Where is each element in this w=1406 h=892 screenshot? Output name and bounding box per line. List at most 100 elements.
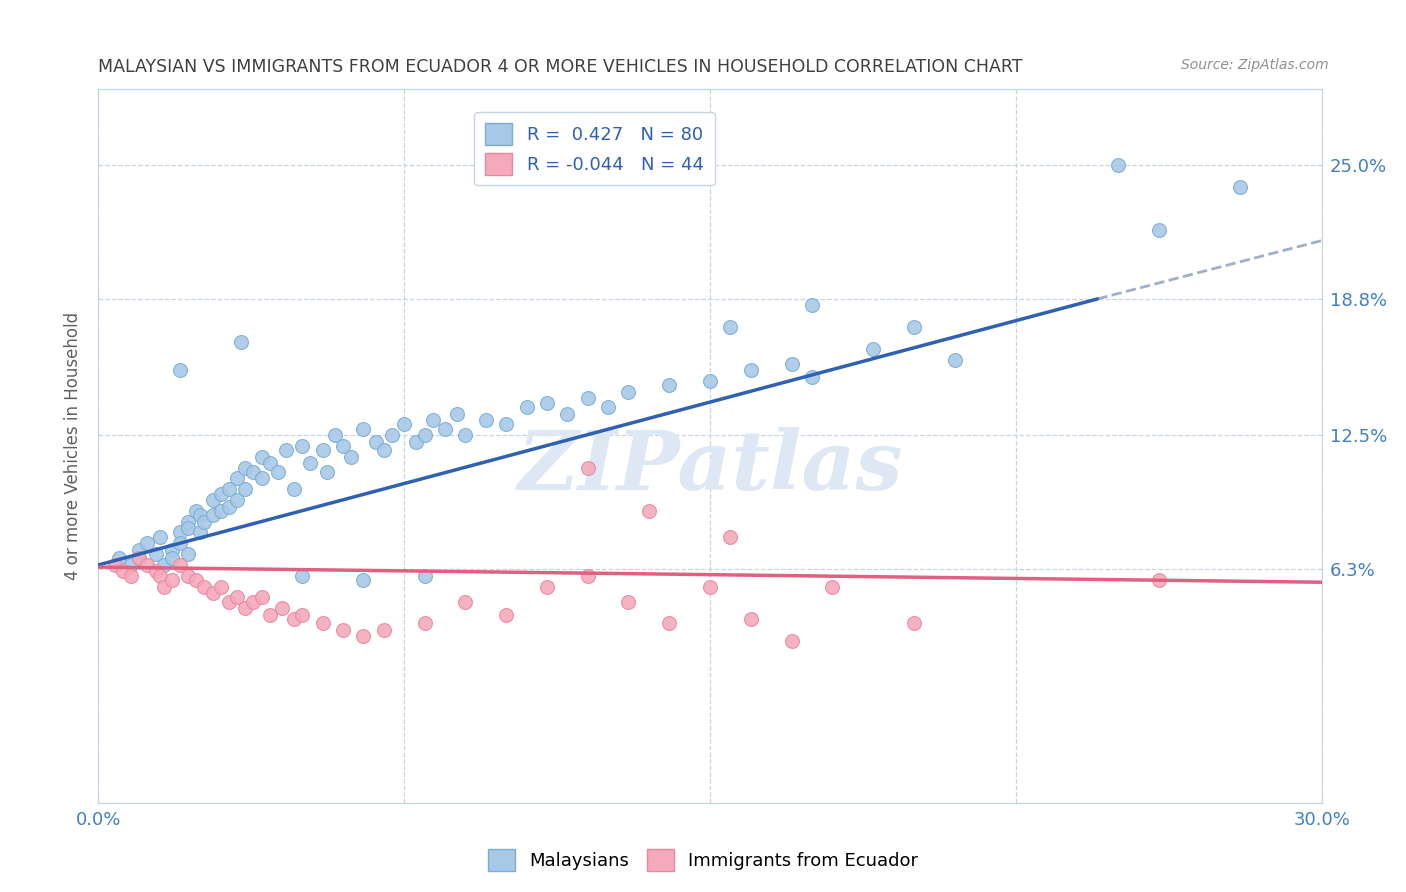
- Point: [177, 515, 200, 529]
- Point: [188, 525, 212, 540]
- Point: [160, 542, 183, 557]
- Point: [1229, 179, 1251, 194]
- Point: [740, 612, 762, 626]
- Point: [454, 428, 477, 442]
- Point: [242, 465, 264, 479]
- Point: [226, 471, 249, 485]
- Point: [495, 607, 517, 622]
- Point: [218, 482, 240, 496]
- Point: [658, 378, 681, 392]
- Point: [299, 456, 322, 470]
- Point: [638, 504, 661, 518]
- Point: [274, 443, 297, 458]
- Point: [446, 407, 468, 421]
- Point: [177, 521, 200, 535]
- Point: [231, 335, 253, 350]
- Point: [111, 565, 134, 579]
- Point: [381, 428, 404, 442]
- Point: [576, 568, 599, 582]
- Point: [128, 551, 150, 566]
- Point: [903, 616, 925, 631]
- Point: [413, 428, 436, 442]
- Point: [193, 515, 215, 529]
- Point: [160, 573, 183, 587]
- Point: [780, 357, 803, 371]
- Point: [364, 434, 387, 449]
- Point: [413, 568, 436, 582]
- Point: [120, 568, 142, 582]
- Point: [169, 363, 191, 377]
- Point: [516, 400, 538, 414]
- Point: [405, 434, 427, 449]
- Point: [233, 482, 256, 496]
- Point: [720, 530, 742, 544]
- Point: [233, 460, 256, 475]
- Point: [780, 633, 803, 648]
- Text: Source: ZipAtlas.com: Source: ZipAtlas.com: [1181, 58, 1329, 72]
- Text: MALAYSIAN VS IMMIGRANTS FROM ECUADOR 4 OR MORE VEHICLES IN HOUSEHOLD CORRELATION: MALAYSIAN VS IMMIGRANTS FROM ECUADOR 4 O…: [98, 58, 1024, 76]
- Point: [699, 580, 721, 594]
- Point: [903, 320, 925, 334]
- Text: ZIPatlas: ZIPatlas: [517, 427, 903, 508]
- Point: [149, 568, 172, 582]
- Point: [218, 500, 240, 514]
- Point: [536, 580, 558, 594]
- Point: [259, 456, 281, 470]
- Point: [720, 320, 742, 334]
- Point: [201, 586, 224, 600]
- Point: [169, 558, 191, 572]
- Point: [283, 482, 305, 496]
- Point: [943, 352, 966, 367]
- Point: [821, 580, 844, 594]
- Legend: R =  0.427   N = 80, R = -0.044   N = 44: R = 0.427 N = 80, R = -0.044 N = 44: [474, 112, 714, 186]
- Point: [617, 595, 640, 609]
- Point: [352, 422, 374, 436]
- Point: [801, 369, 824, 384]
- Point: [323, 428, 346, 442]
- Point: [332, 623, 354, 637]
- Point: [315, 465, 337, 479]
- Point: [149, 530, 172, 544]
- Point: [267, 465, 290, 479]
- Point: [352, 629, 374, 643]
- Point: [557, 407, 579, 421]
- Point: [576, 392, 599, 406]
- Point: [128, 551, 150, 566]
- Point: [188, 508, 212, 523]
- Point: [422, 413, 444, 427]
- Point: [201, 493, 224, 508]
- Point: [169, 525, 191, 540]
- Point: [104, 558, 127, 572]
- Point: [177, 568, 200, 582]
- Point: [392, 417, 416, 432]
- Point: [283, 612, 305, 626]
- Point: [136, 558, 159, 572]
- Point: [312, 443, 335, 458]
- Point: [1147, 573, 1170, 587]
- Point: [291, 607, 314, 622]
- Point: [209, 486, 232, 500]
- Point: [145, 547, 167, 561]
- Point: [186, 573, 208, 587]
- Point: [1147, 223, 1170, 237]
- Point: [862, 342, 884, 356]
- Point: [291, 568, 314, 582]
- Point: [120, 558, 142, 572]
- Point: [250, 450, 273, 464]
- Point: [270, 601, 294, 615]
- Point: [474, 413, 498, 427]
- Point: [1107, 158, 1129, 172]
- Point: [186, 504, 208, 518]
- Point: [226, 591, 249, 605]
- Point: [136, 536, 159, 550]
- Point: [250, 591, 273, 605]
- Point: [152, 580, 174, 594]
- Point: [160, 551, 183, 566]
- Point: [250, 471, 273, 485]
- Point: [226, 493, 249, 508]
- Point: [209, 580, 232, 594]
- Point: [352, 573, 374, 587]
- Point: [332, 439, 354, 453]
- Point: [152, 558, 174, 572]
- Point: [291, 439, 314, 453]
